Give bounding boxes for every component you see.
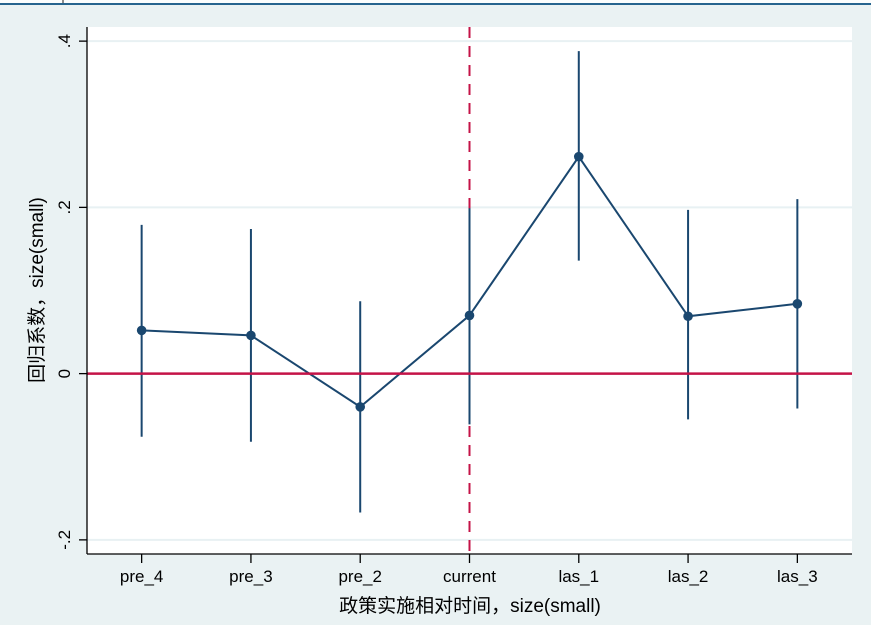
y-axis-title: 回归系数，size(small) xyxy=(26,197,48,383)
x-axis-title: 政策实施相对时间，size(small) xyxy=(339,595,601,617)
y-tick-label-0: 0 xyxy=(55,369,74,378)
data-point-las_3 xyxy=(792,298,803,309)
data-point-las_1 xyxy=(573,151,584,162)
x-tick-label-las_1: las_1 xyxy=(558,567,599,586)
x-tick-label-pre_2: pre_2 xyxy=(338,567,381,586)
y-tick-label--.2: -.2 xyxy=(55,530,74,550)
toolbar-divider-tick xyxy=(62,0,64,3)
y-tick-label-.2: .2 xyxy=(55,200,74,214)
y-tick-label-.4: .4 xyxy=(55,34,74,48)
window-top-border xyxy=(0,3,871,5)
data-point-pre_4 xyxy=(136,325,147,336)
data-point-pre_3 xyxy=(246,330,256,341)
window-top-edge xyxy=(0,0,871,3)
x-tick-label-las_2: las_2 xyxy=(668,567,709,586)
x-tick-label-pre_4: pre_4 xyxy=(120,567,163,586)
data-point-current xyxy=(464,310,475,321)
x-tick-label-current: current xyxy=(443,567,496,586)
x-tick-label-las_3: las_3 xyxy=(777,567,818,586)
data-point-las_2 xyxy=(683,311,693,322)
chart-generated-layer: pre_4 pre_3 pre_2 current las_1 las_2 las_3 -.2… xyxy=(55,27,852,586)
x-tick-label-pre_3: pre_3 xyxy=(229,567,272,586)
data-point-pre_2 xyxy=(355,402,366,412)
